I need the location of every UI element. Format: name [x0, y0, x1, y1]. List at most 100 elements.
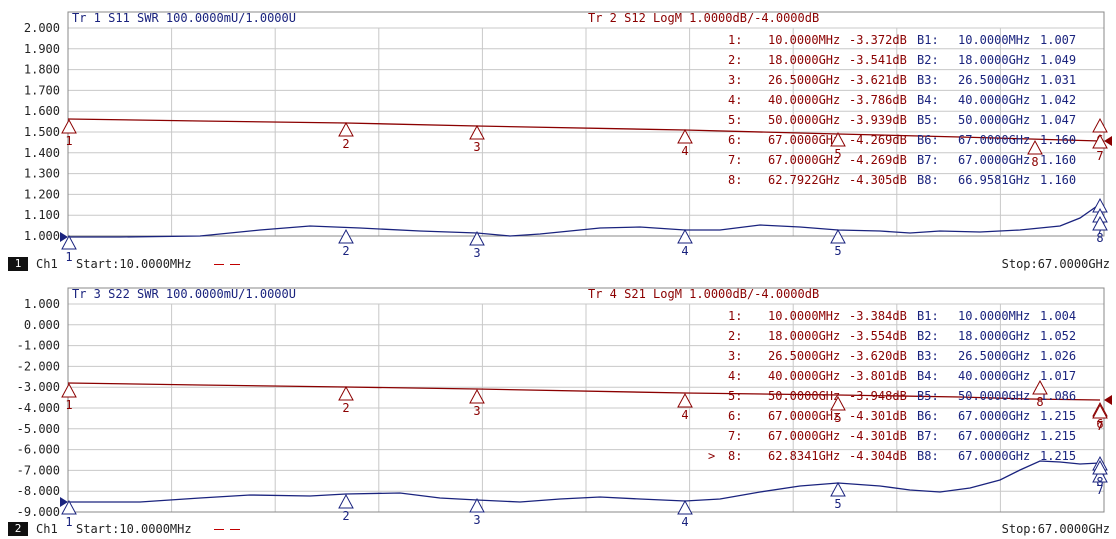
marker-id-logm: 2: — [728, 53, 742, 67]
y-tick-label: 1.700 — [24, 83, 60, 97]
marker-freq-swr: 10.0000MHz — [958, 309, 1030, 323]
marker-freq-logm: 50.0000GHz — [768, 389, 840, 403]
marker-id-swr: B6: — [917, 409, 939, 423]
y-tick-label: -7.000 — [17, 463, 60, 477]
marker-number-swr: 3 — [473, 246, 480, 260]
marker-freq-logm: 62.7922GHz — [768, 173, 840, 187]
marker-value-logm: -4.304dB — [849, 449, 907, 463]
marker-id-swr: B5: — [917, 113, 939, 127]
marker-id-swr: B1: — [917, 309, 939, 323]
marker-freq-swr: 66.9581GHz — [958, 173, 1030, 187]
marker-value-logm: -3.554dB — [849, 329, 907, 343]
marker-number-swr: 1 — [65, 515, 72, 529]
marker-triangle-logm — [830, 395, 846, 411]
trace-legend-dash — [230, 264, 240, 265]
marker-freq-logm: 18.0000GHz — [768, 53, 840, 67]
marker-number-swr: 8 — [1096, 475, 1103, 489]
y-tick-label: -2.000 — [17, 359, 60, 373]
marker-freq-swr: 67.0000GHz — [958, 449, 1030, 463]
marker-freq-swr: 50.0000GHz — [958, 389, 1030, 403]
marker-freq-swr: 50.0000GHz — [958, 113, 1030, 127]
marker-freq-swr: 67.0000GHz — [958, 429, 1030, 443]
marker-triangle-swr — [677, 499, 693, 515]
reference-arrow-left — [60, 232, 68, 242]
stop-frequency-label[interactable]: Stop:67.0000GHz — [1001, 522, 1110, 536]
trace-header-swr: Tr 3 S22 SWR 100.0000mU/1.0000U — [72, 287, 296, 301]
trace-swr-line — [68, 460, 1101, 503]
marker-number-logm: 1 — [65, 398, 72, 412]
marker-number-logm: 4 — [681, 408, 688, 422]
marker-triangle-swr — [677, 228, 693, 244]
marker-value-logm: -3.372dB — [849, 33, 907, 47]
marker-number-logm: 2 — [342, 137, 349, 151]
start-frequency-label[interactable]: Start:10.0000MHz — [76, 257, 192, 271]
y-tick-label: 2.000 — [24, 21, 60, 35]
marker-freq-swr: 26.5000GHz — [958, 349, 1030, 363]
marker-number-logm: 5 — [834, 147, 841, 161]
reference-arrow-left — [60, 497, 68, 507]
marker-triangle-logm — [338, 121, 354, 137]
channel-badge[interactable]: 2 — [8, 522, 28, 536]
marker-number-logm: 8 — [1031, 155, 1038, 169]
marker-triangle-logm — [1027, 139, 1043, 155]
marker-value-swr: 1.160 — [1040, 153, 1076, 167]
channel-badge[interactable]: 1 — [8, 257, 28, 271]
y-tick-label: 1.100 — [24, 208, 60, 222]
channel-footer-2: 2 Ch1 Start:10.0000MHz Stop:67.0000GHz — [0, 519, 1116, 539]
marker-id-logm: 1: — [728, 309, 742, 323]
marker-value-swr: 1.215 — [1040, 409, 1076, 423]
y-tick-label: 1.500 — [24, 125, 60, 139]
marker-number-swr: 7 — [1096, 483, 1103, 497]
start-frequency-label[interactable]: Start:10.0000MHz — [76, 522, 192, 536]
channel-panel-1: 2.000 1.900 1.800 1.700 1.600 1.500 1.400 1.300… — [0, 0, 1116, 264]
marker-triangle-swr — [61, 499, 77, 515]
marker-number-logm: 3 — [473, 140, 480, 154]
marker-number-logm: 2 — [342, 401, 349, 415]
y-tick-label: 1.600 — [24, 104, 60, 118]
y-tick-label: 1.400 — [24, 146, 60, 160]
marker-value-logm: -3.384dB — [849, 309, 907, 323]
marker-id-logm: 4: — [728, 93, 742, 107]
marker-value-swr: 1.017 — [1040, 369, 1076, 383]
marker-freq-logm: 67.0000GHz — [768, 153, 840, 167]
marker-id-logm: 3: — [728, 73, 742, 87]
marker-triangle-swr — [338, 493, 354, 509]
marker-triangle-swr — [1092, 459, 1108, 475]
marker-value-swr: 1.042 — [1040, 93, 1076, 107]
marker-value-swr: 1.026 — [1040, 349, 1076, 363]
marker-number-logm: 7 — [1096, 419, 1103, 433]
marker-freq-swr: 40.0000GHz — [958, 369, 1030, 383]
trace-header-logm: Tr 4 S21 LogM 1.0000dB/-4.0000dB — [588, 287, 819, 301]
marker-triangle-logm — [677, 128, 693, 144]
marker-value-logm: -3.939dB — [849, 113, 907, 127]
y-tick-label: 0.000 — [24, 318, 60, 332]
marker-number-swr: 1 — [65, 250, 72, 264]
marker-value-logm: -4.301dB — [849, 429, 907, 443]
marker-id-swr: B7: — [917, 153, 939, 167]
marker-value-swr: 1.004 — [1040, 309, 1076, 323]
marker-triangle-logm — [1092, 403, 1108, 419]
marker-triangle-logm — [61, 382, 77, 398]
marker-freq-logm: 10.0000MHz — [768, 33, 840, 47]
marker-value-logm: -3.620dB — [849, 349, 907, 363]
marker-value-logm: -3.948dB — [849, 389, 907, 403]
trace-legend-dash — [214, 264, 224, 265]
stop-frequency-label[interactable]: Stop:67.0000GHz — [1001, 257, 1110, 271]
marker-triangle-logm — [1092, 117, 1108, 133]
y-tick-label: 1.000 — [24, 229, 60, 243]
trace-plot-1[interactable]: 2.000 1.900 1.800 1.700 1.600 1.500 1.400 1.300… — [0, 0, 1116, 264]
marker-triangle-swr — [338, 228, 354, 244]
marker-id-swr: B8: — [917, 173, 939, 187]
trace-logm-line — [67, 118, 1101, 142]
marker-triangle-swr — [469, 497, 485, 513]
y-tick-label: -4.000 — [17, 401, 60, 415]
marker-id-logm: 8: — [728, 173, 742, 187]
marker-number-logm: 6 — [1096, 417, 1103, 431]
marker-id-logm: 4: — [728, 369, 742, 383]
y-tick-label: -5.000 — [17, 422, 60, 436]
marker-value-swr: 1.007 — [1040, 33, 1076, 47]
trace-plot-2[interactable]: 1.000 0.000 -1.000 -2.000 -3.000 -4.000 -5.000… — [0, 276, 1116, 538]
channel-label: Ch1 — [36, 257, 58, 271]
marker-freq-swr: 40.0000GHz — [958, 93, 1030, 107]
reference-arrow-right — [1104, 395, 1112, 405]
